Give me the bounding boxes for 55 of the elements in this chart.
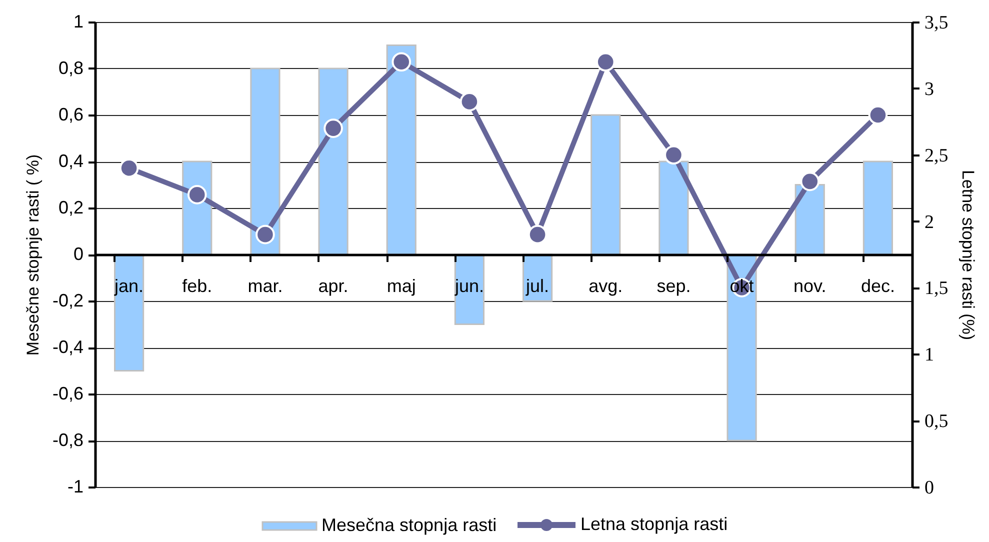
bar [522, 254, 553, 302]
bar [726, 254, 757, 442]
point [256, 224, 275, 244]
bar [454, 254, 485, 325]
x-tick-label: jan. [114, 276, 144, 296]
y2-tick-label: 0,5 [924, 411, 948, 432]
point [187, 185, 207, 204]
bar [318, 68, 348, 256]
x-tick-label: feb. [182, 276, 212, 296]
x-tick-label: sep. [656, 276, 691, 296]
bar [658, 160, 689, 256]
y-tick-label: 0,4 [58, 151, 84, 171]
x-tick-label: nov. [794, 276, 826, 296]
y2-axis-title: Letne stopnje rasti (%) [958, 170, 978, 340]
y-tick-label: -1 [67, 476, 84, 496]
y2-tick-label: 0 [924, 478, 934, 498]
point [324, 118, 343, 138]
y2-tick-label: 2,5 [924, 145, 948, 166]
y2-tick-label: 1 [924, 344, 934, 366]
point [868, 105, 888, 125]
x-tick-label: jun. [454, 276, 484, 296]
x-tick-label: mar. [248, 276, 283, 296]
y2-tick-label: 3,5 [924, 12, 948, 34]
y2-tick-label: 2 [924, 212, 934, 233]
x-tick-label: apr. [318, 276, 348, 296]
x-tick-label: jul. [525, 276, 550, 296]
bar [386, 44, 416, 256]
y-tick-label: 0,2 [58, 198, 84, 218]
x-tick-label: maj [386, 276, 416, 296]
y2-tick-label: 3 [924, 78, 934, 100]
point [460, 92, 480, 112]
bar [114, 254, 144, 372]
y-tick-label: 1 [73, 12, 84, 32]
point [392, 52, 412, 72]
bar [590, 114, 621, 256]
y-tick-label: -0,2 [52, 290, 84, 310]
bar [250, 68, 280, 256]
y-tick-label: 0,8 [58, 58, 84, 78]
y-tick-label: -0,6 [52, 384, 84, 404]
legend-label: Mesečna stopnja rasti [322, 515, 497, 535]
y-tick-label: -0,4 [52, 337, 84, 357]
point [596, 52, 616, 72]
legend-label: Letna stopnja rasti [580, 514, 728, 534]
y-tick-label: 0 [73, 244, 84, 264]
y2-tick-label: 1,5 [924, 278, 948, 300]
y-tick-label: 0,6 [58, 104, 84, 124]
x-tick-label: avg. [588, 276, 623, 296]
y-tick-label: -0,8 [52, 430, 84, 450]
bar [862, 160, 894, 256]
y-axis-title: Mesečne stopnje rasti ( %) [23, 154, 42, 356]
point [800, 172, 820, 192]
x-tick-label: dec. [860, 276, 895, 296]
point [528, 224, 548, 244]
point [664, 145, 684, 164]
point [119, 158, 139, 178]
